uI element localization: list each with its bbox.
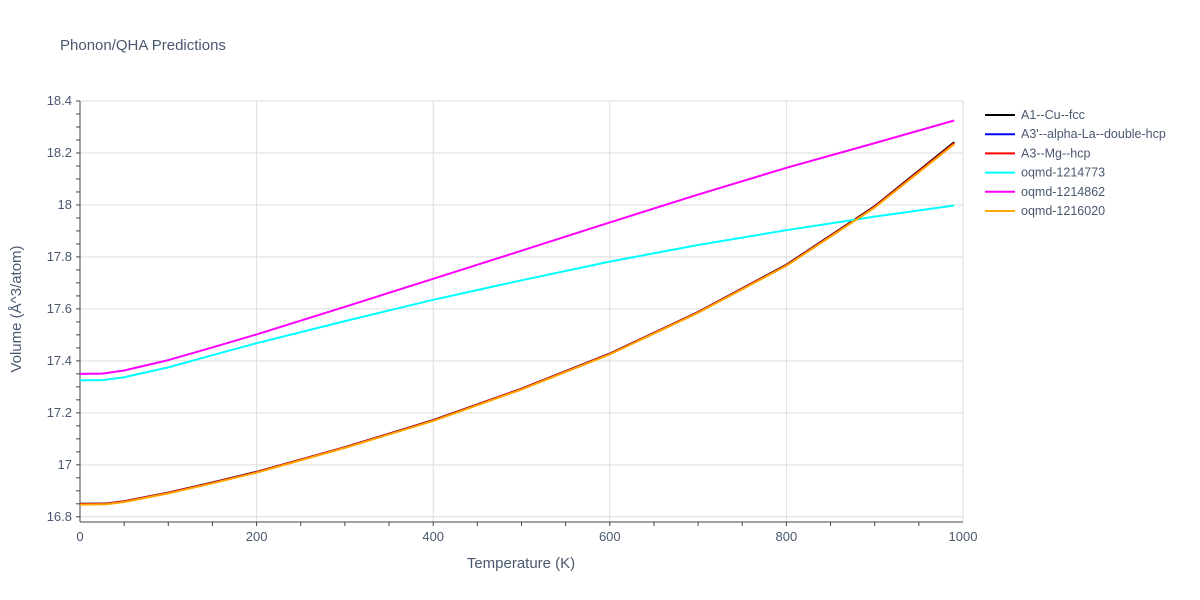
- x-tick-label: 600: [599, 529, 621, 544]
- legend-entry: oqmd-1216020: [1021, 204, 1105, 218]
- y-tick-label: 18: [58, 197, 72, 212]
- axis-layer: 16.8 17 17.2 17.4 17.6 17.8 18 18.2 18.4 0 200 400 6…: [47, 93, 978, 544]
- legend: A1--Cu--fcc A3'--alpha-La--double-hcp A3--…: [985, 108, 1166, 218]
- series-line: [79, 119, 955, 375]
- y-tick-label: 17.6: [47, 301, 72, 316]
- grid-layer: [80, 100, 964, 522]
- x-tick-label: 1000: [949, 529, 978, 544]
- series-line: [79, 142, 955, 506]
- series-line: [79, 143, 955, 506]
- legend-entry: A3--Mg--hcp: [1021, 146, 1091, 160]
- x-tick-label: 800: [776, 529, 798, 544]
- chart-title: Phonon/QHA Predictions: [60, 37, 226, 54]
- legend-entry: oqmd-1214862: [1021, 185, 1105, 199]
- y-tick-label: 17.8: [47, 249, 72, 264]
- x-tick-label: 200: [246, 529, 268, 544]
- y-axis-label: Volume (Å^3/atom): [8, 245, 25, 372]
- y-tick-label: 17.2: [47, 405, 72, 420]
- series-line: [79, 204, 955, 382]
- legend-entry: A1--Cu--fcc: [1021, 108, 1085, 122]
- legend-entry: A3'--alpha-La--double-hcp: [1021, 127, 1166, 141]
- x-tick-label: 400: [422, 529, 444, 544]
- series-line: [79, 142, 955, 506]
- y-tick-label: 18.4: [47, 93, 72, 108]
- y-tick-label: 16.8: [47, 509, 72, 524]
- y-tick-label: 17: [58, 457, 72, 472]
- y-tick-label: 17.4: [47, 353, 72, 368]
- legend-entry: oqmd-1214773: [1021, 166, 1105, 180]
- series-layer: [79, 119, 955, 506]
- y-tick-label: 18.2: [47, 145, 72, 160]
- series-line: [79, 141, 955, 505]
- x-axis-label: Temperature (K): [467, 555, 575, 572]
- x-tick-label: 0: [76, 529, 83, 544]
